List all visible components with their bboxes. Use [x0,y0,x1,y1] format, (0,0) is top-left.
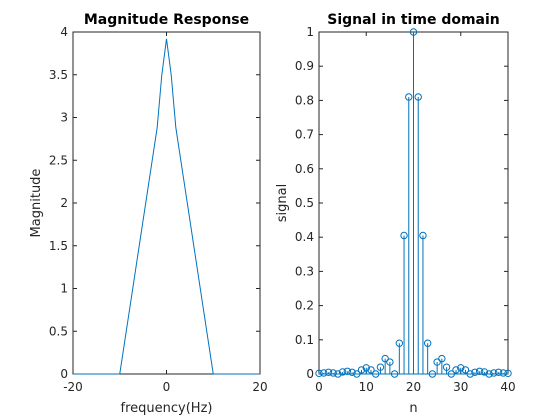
stem-marker [376,363,385,371]
magnitude-line [73,38,260,375]
magnitude-title: Magnitude Response [84,12,249,28]
stem-marker [362,364,370,372]
stem-marker [324,368,333,376]
stem-marker [395,339,404,347]
y-tick-label: 0.4 [295,230,314,244]
x-tick-label: 30 [453,380,468,394]
stem-marker [423,339,432,347]
y-tick-label: 0.1 [295,333,314,347]
y-tick-label: 4 [60,25,68,39]
stem-marker [367,366,375,374]
y-tick-label: 2 [60,196,68,210]
time-domain-axes: 00.10.20.30.40.50.60.70.80.910 10 20 30 40 S… [275,12,516,416]
stem-marker [381,354,389,363]
stem-marker [499,369,507,377]
magnitude-response-axes: 00.511.522.533.54-20 0 20 Magnitude Respon… [29,12,268,416]
x-tick-label: 0 [315,380,323,394]
stem-marker [466,370,474,378]
y-tick-label: 0.5 [49,324,68,338]
stem-marker [428,370,437,378]
stem-marker [343,367,352,375]
stem-marker [480,368,489,376]
x-tick-label: 40 [500,380,515,394]
stem-marker [348,368,356,376]
y-tick-label: 0 [306,367,314,381]
y-tick-label: 2.5 [49,153,68,167]
stem-marker [329,369,337,377]
stem-marker [320,369,328,377]
magnitude-xlabel: frequency(Hz) [121,401,213,416]
stem-marker [494,368,503,376]
stem-marker [485,370,493,378]
y-tick-label: 0.3 [295,264,314,278]
y-tick-label: 0.5 [295,196,314,210]
stem-marker [372,370,380,378]
magnitude-plot-frame [72,31,261,375]
x-tick-label: 20 [406,380,421,394]
stem-marker [405,93,413,101]
stem-marker [414,93,422,101]
signal-title: Signal in time domain [327,12,500,28]
stem-marker [442,363,451,371]
stem-marker [475,367,484,375]
x-tick-label: 20 [252,380,267,394]
stem-marker [457,364,465,372]
stem-marker [452,366,460,374]
y-tick-label: 0.7 [295,128,314,142]
signal-xlabel: n [409,401,417,416]
y-tick-label: 0.8 [295,93,314,107]
y-tick-label: 1 [60,282,68,296]
stem-marker [409,28,418,36]
stem-marker [315,369,323,378]
y-tick-label: 1.5 [49,239,68,253]
stem-marker [447,370,455,378]
stem-marker [490,369,498,377]
stem-marker [433,358,441,366]
y-tick-label: 1 [306,25,314,39]
y-tick-label: 0.6 [295,162,314,176]
stem-marker [438,354,446,363]
y-tick-label: 0.2 [295,299,314,313]
stem-marker [419,231,427,240]
stem-marker [338,368,347,376]
x-tick-label: 0 [163,380,171,394]
stem-marker [400,231,408,240]
y-tick-label: 0.9 [295,59,314,73]
stem-marker [386,358,394,366]
stem-marker [471,368,479,376]
stem-marker [334,370,342,378]
stem-marker [504,369,512,378]
magnitude-ylabel: Magnitude [29,169,44,238]
signal-ylabel: signal [275,184,290,222]
x-tick-label: -20 [63,380,83,394]
stem-marker [461,366,470,374]
stem-marker [357,366,366,374]
y-tick-label: 3.5 [49,68,68,82]
y-tick-label: 3 [60,111,68,125]
y-tick-label: 0 [60,367,68,381]
stem-marker [390,370,399,378]
x-tick-label: 10 [359,380,374,394]
stem-marker [353,370,361,378]
